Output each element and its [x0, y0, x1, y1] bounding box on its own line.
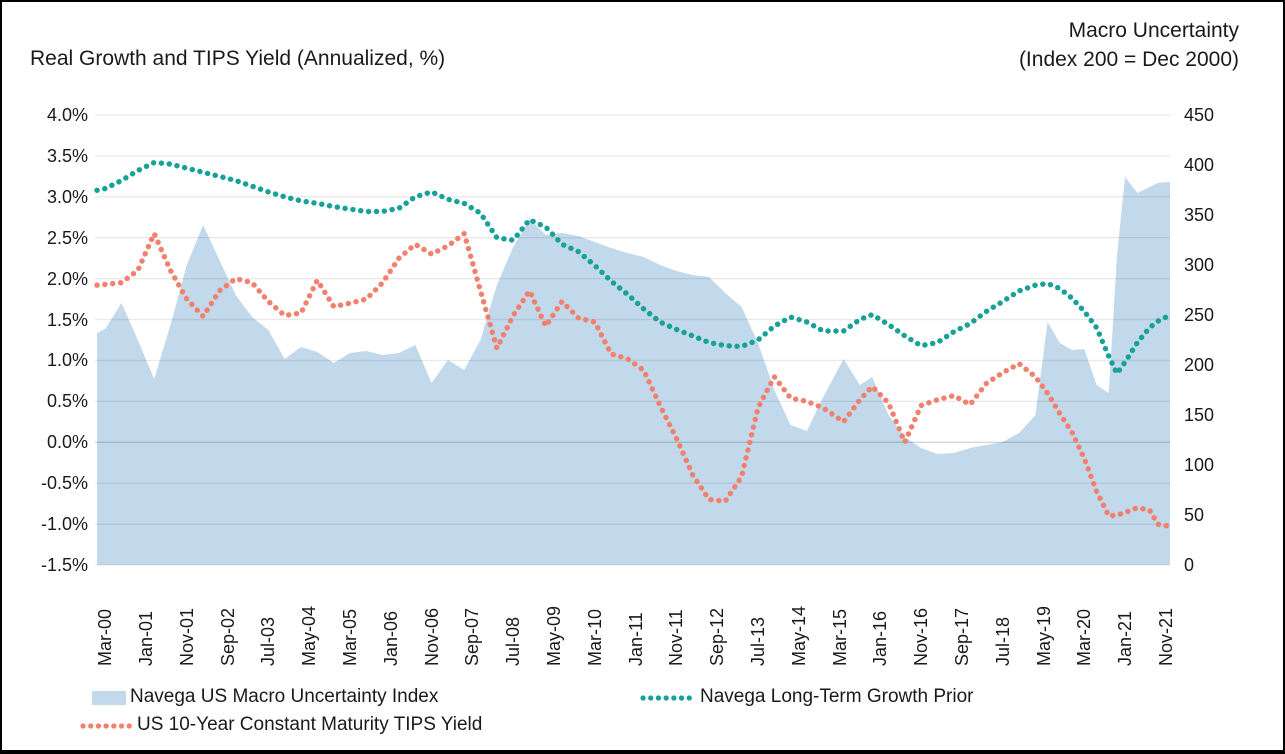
x-tick-label: Nov-01 [176, 607, 197, 666]
right-axis-title-line2: (Index 200 = Dec 2000) [1018, 48, 1239, 71]
y-left-tick-label: 4.0% [46, 105, 88, 125]
x-tick-label: Jul-13 [747, 616, 768, 666]
x-tick-label: Sep-17 [951, 607, 972, 666]
x-tick-label: May-09 [543, 605, 564, 666]
x-tick-label: Nov-21 [1155, 607, 1176, 666]
legend-label: Navega US Macro Uncertainty Index [130, 686, 439, 707]
x-tick-label: Sep-07 [462, 607, 483, 666]
y-left-tick-label: -1.5% [40, 555, 88, 575]
x-tick-label: Jul-03 [258, 616, 279, 666]
growth-prior-series [94, 159, 1173, 377]
x-tick-label: May-14 [788, 605, 809, 666]
y-right-tick-label: 150 [1184, 405, 1215, 425]
y-right-tick-label: 100 [1184, 455, 1215, 475]
y-left-tick-label: 3.0% [46, 186, 88, 207]
y-left-tick-label: 2.0% [46, 268, 88, 289]
y-right-tick-label: 0 [1184, 555, 1195, 575]
x-tick-label: Mar-05 [339, 608, 360, 666]
x-tick-label: Jan-11 [625, 612, 646, 666]
right-axis-title: Macro Uncertainty (Index 200 = Dec 2000) [1019, 16, 1239, 74]
x-tick-label: Nov-11 [666, 609, 687, 666]
uncertainty-area-series [97, 177, 1170, 565]
right-axis-title-line1: Macro Uncertainty [1068, 19, 1239, 42]
y-right-tick-label: 400 [1184, 155, 1215, 175]
x-tick-label: Sep-02 [217, 607, 238, 666]
y-left-tick-label: -0.5% [40, 473, 88, 494]
x-tick-label: Jan-21 [1115, 610, 1136, 666]
x-tick-label: Jan-06 [380, 610, 401, 666]
y-right-tick-label: 200 [1184, 355, 1215, 375]
x-tick-label: Jan-01 [135, 610, 156, 666]
x-tick-label: Nov-16 [911, 607, 932, 666]
y-right-tick-label: 250 [1184, 305, 1215, 325]
x-tick-label: May-04 [299, 605, 320, 666]
y-left-tick-label: -1.0% [40, 514, 88, 535]
tips-yield-series [94, 230, 1173, 529]
y-left-tick-label: 3.5% [46, 145, 88, 166]
y-right-tick-label: 50 [1184, 505, 1205, 525]
x-tick-label: Sep-12 [707, 607, 728, 666]
y-right-tick-label: 450 [1184, 105, 1215, 125]
y-left-tick-label: 0.0% [46, 432, 88, 453]
left-axis-title: Real Growth and TIPS Yield (Annualized, … [30, 47, 446, 70]
x-tick-label: Jul-18 [992, 616, 1013, 666]
y-right-tick-label: 350 [1184, 205, 1215, 225]
x-tick-label: Mar-15 [829, 608, 850, 666]
legend-label: US 10-Year Constant Maturity TIPS Yield [137, 714, 483, 735]
x-tick-label: Mar-10 [584, 608, 605, 666]
legend-dotted-swatch [640, 695, 692, 701]
y-left-tick-label: 1.0% [46, 350, 88, 371]
y-left-tick-label: 1.5% [46, 309, 88, 330]
y-left-tick-label: 0.5% [46, 391, 88, 412]
legend-area-swatch [92, 691, 126, 705]
x-tick-label: Jul-08 [503, 616, 524, 666]
plot-area [94, 114, 1173, 566]
x-tick-label: Nov-06 [421, 607, 442, 666]
legend-dotted-swatch [80, 723, 132, 729]
y-right-tick-label: 300 [1184, 255, 1215, 275]
x-tick-label: May-19 [1033, 605, 1054, 666]
x-tick-label: Mar-20 [1074, 608, 1095, 666]
x-tick-label: Mar-00 [95, 608, 116, 666]
legend-label: Navega Long-Term Growth Prior [700, 686, 974, 707]
x-tick-label: Jan-16 [870, 610, 891, 666]
y-left-tick-label: 2.5% [46, 227, 88, 248]
